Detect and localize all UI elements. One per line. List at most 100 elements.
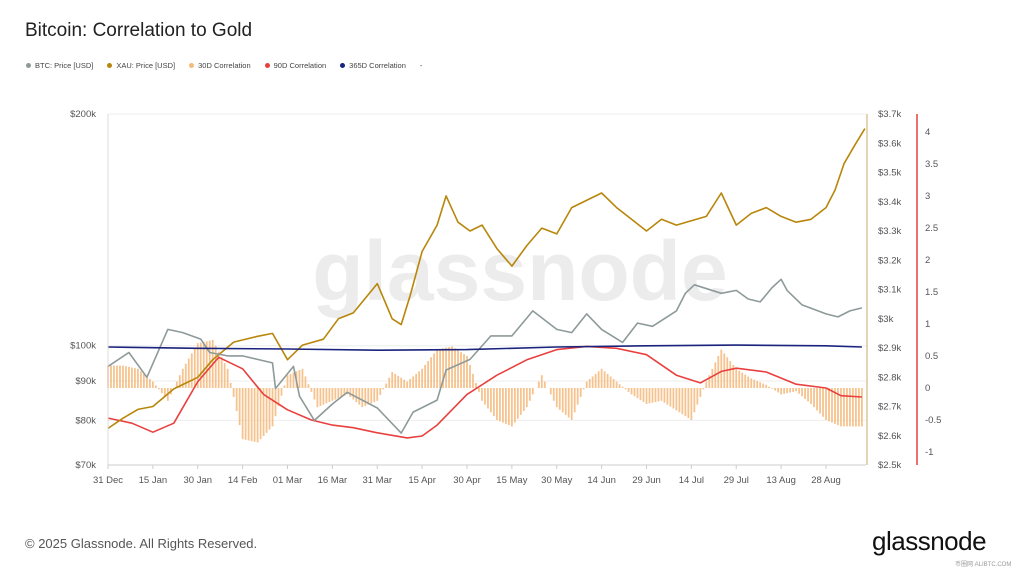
y-tick-label-btc: $200k [70,109,96,120]
bar-30d-correlation [223,363,226,388]
bar-30d-correlation [804,388,806,399]
bar-30d-correlation [140,371,142,388]
legend-item[interactable]: - [420,61,423,70]
legend-item[interactable]: BTC: Price [USD] [26,61,93,70]
legend-item[interactable]: XAU: Price [USD] [107,61,175,70]
bar-30d-correlation [214,345,217,388]
bar-30d-correlation [400,377,403,388]
bar-30d-correlation [594,373,597,388]
bar-30d-correlation [376,388,379,401]
bar-30d-correlation [334,388,337,400]
bar-30d-correlation [145,376,148,388]
bar-30d-correlation [175,381,178,388]
y-tick-label-xau: $3.2k [878,255,901,266]
bar-30d-correlation [666,388,669,405]
x-tick-label: 15 May [496,475,527,486]
bar-30d-correlation [163,388,166,397]
bar-30d-correlation [463,354,465,388]
bar-30d-correlation [184,363,187,388]
bar-30d-correlation [786,388,789,394]
legend-item[interactable]: 365D Correlation [340,61,406,70]
bar-30d-correlation [448,347,450,388]
bar-30d-correlation [669,388,672,407]
bar-30d-correlation [391,372,394,388]
bar-30d-correlation [717,356,720,388]
bar-30d-correlation [253,388,256,442]
bar-30d-correlation [346,388,349,395]
copyright: © 2025 Glassnode. All Rights Reserved. [25,536,258,551]
bar-30d-correlation [199,342,202,388]
y-tick-label-xau: $3.5k [878,168,901,179]
bar-30d-correlation [286,375,289,388]
bar-30d-correlation [421,368,424,388]
x-tick-label: 30 Jan [183,475,212,486]
x-tick-label: 30 Apr [453,475,480,486]
x-tick-label: 01 Mar [273,475,303,486]
bar-30d-correlation [654,388,657,403]
legend-label: BTC: Price [USD] [35,61,94,70]
x-tick-label: 14 Jul [679,475,704,486]
bar-30d-correlation [756,380,759,388]
bar-30d-correlation [424,364,427,388]
bar-30d-correlation [702,388,705,390]
bar-30d-correlation [496,388,498,420]
bar-30d-correlation [846,388,848,427]
bar-30d-correlation [798,388,800,394]
bar-30d-correlation [487,388,489,409]
bar-30d-correlation [705,381,708,388]
bar-30d-correlation [582,388,585,390]
legend-item[interactable]: 30D Correlation [189,61,251,70]
legend-dot-icon [26,63,31,68]
bar-30d-correlation [280,388,283,396]
bar-30d-correlation [244,388,247,440]
bar-30d-correlation [681,388,684,415]
bar-30d-correlation [478,388,480,392]
bar-30d-correlation [570,388,573,420]
bar-30d-correlation [540,375,543,388]
bar-30d-correlation [271,388,274,427]
bar-30d-correlation [415,373,418,388]
y-tick-label-xau: $3.1k [878,285,901,296]
bar-30d-correlation [720,349,723,388]
legend-item[interactable]: 90D Correlation [264,61,326,70]
bar-30d-correlation [433,353,435,388]
bar-30d-correlation [364,388,367,406]
bar-30d-correlation [409,379,412,388]
bar-30d-correlation [128,366,130,388]
bar-30d-correlation [567,388,570,418]
bar-30d-correlation [352,388,355,400]
bar-30d-correlation [394,373,397,388]
bar-30d-correlation [573,388,576,413]
x-tick-label: 28 Aug [811,475,841,486]
bar-30d-correlation [361,388,364,408]
bar-30d-correlation [516,388,519,419]
bar-30d-correlation [110,365,112,388]
legend-label: - [419,61,423,70]
bar-30d-correlation [624,388,627,390]
bar-30d-correlation [561,388,564,413]
x-tick-label: 15 Apr [408,475,435,486]
bar-30d-correlation [792,388,794,392]
bar-30d-correlation [831,388,833,423]
y-tick-label-corr: 0.5 [925,351,938,362]
bar-30d-correlation [753,379,756,388]
y-tick-label-corr: 3 [925,191,930,202]
bar-30d-correlation [358,388,361,405]
bar-30d-correlation [774,388,777,391]
bar-30d-correlation [849,388,851,427]
bar-30d-correlation [349,388,352,397]
bar-30d-correlation [630,388,633,395]
bar-30d-correlation [627,388,630,392]
legend-dot-icon [107,63,113,68]
bar-30d-correlation [558,388,561,410]
bar-30d-correlation [663,388,666,403]
bar-30d-correlation [493,388,495,417]
bar-30d-correlation [292,372,295,388]
bar-30d-correlation [837,388,839,426]
bar-30d-correlation [490,388,492,413]
legend-label: 30D Correlation [198,61,251,70]
glassnode-logo[interactable]: glassnode [872,526,987,556]
bar-30d-correlation [196,343,199,388]
bar-30d-correlation [307,384,310,388]
bar-30d-correlation [403,379,406,388]
